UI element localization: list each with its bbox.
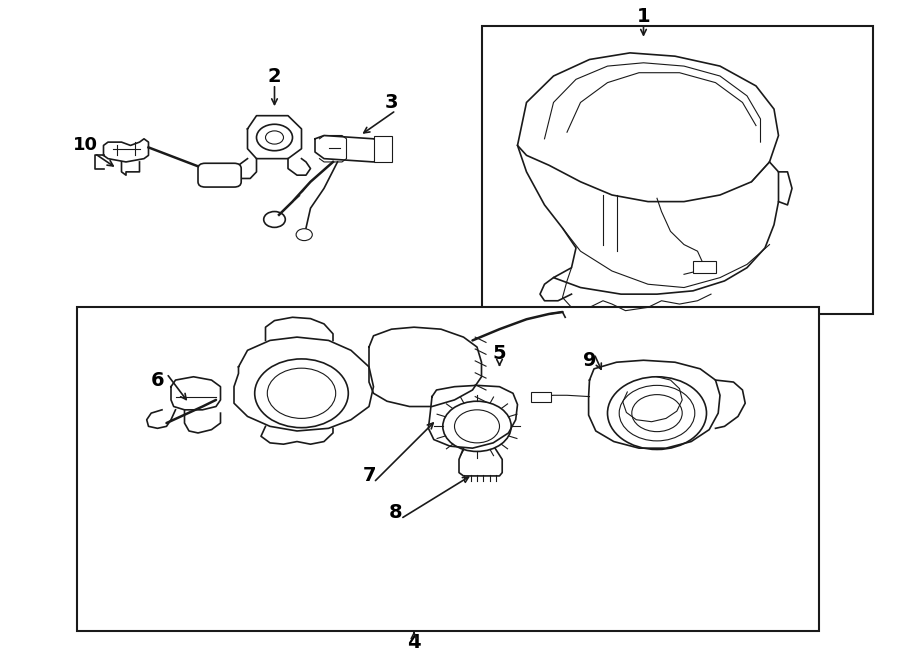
Text: 6: 6 — [150, 371, 165, 389]
Bar — [531, 392, 551, 402]
Bar — [482, 26, 873, 314]
Text: 9: 9 — [583, 351, 596, 369]
Text: 1: 1 — [636, 7, 651, 26]
Text: 4: 4 — [407, 633, 421, 652]
Text: 2: 2 — [267, 67, 282, 85]
Text: 10: 10 — [73, 136, 98, 155]
Text: 3: 3 — [385, 93, 398, 112]
Text: 7: 7 — [362, 467, 376, 485]
FancyBboxPatch shape — [198, 163, 241, 187]
Bar — [374, 136, 392, 162]
Bar — [76, 307, 819, 631]
Text: 5: 5 — [492, 344, 507, 363]
Bar — [693, 261, 716, 273]
Text: 8: 8 — [389, 503, 403, 522]
